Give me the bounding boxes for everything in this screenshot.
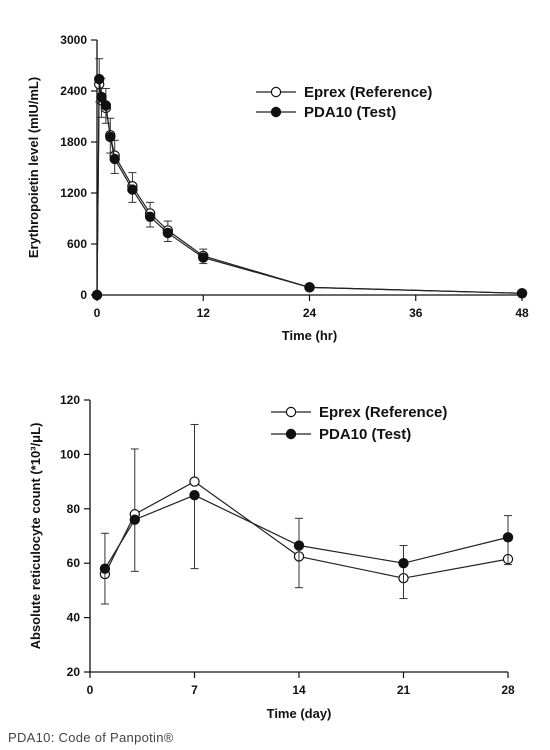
legend-marker [270, 106, 282, 118]
chart-erythropoietin: 0 600 1200 1800 2400 3000 0 12 24 36 48 Time (hr) Er… [26, 33, 529, 343]
y-tick-label: 600 [67, 237, 87, 251]
data-point [91, 289, 103, 301]
data-point [127, 184, 138, 195]
data-point [516, 288, 528, 299]
y-tick-label: 100 [60, 447, 80, 461]
series-pda10 [99, 490, 514, 605]
data-point [144, 211, 156, 222]
data-point [304, 282, 315, 293]
y-tick-label: 120 [60, 393, 80, 407]
y-tick-label: 0 [80, 288, 87, 302]
data-point [198, 252, 209, 263]
y-axis-title: Absolute reticulocyte count (*10³/μL) [28, 423, 43, 650]
y-tick-label: 60 [67, 556, 81, 570]
legend-label: Eprex (Reference) [319, 404, 447, 421]
x-tick-label: 36 [409, 306, 423, 320]
series-eprex [99, 423, 514, 584]
x-tick-label: 48 [515, 306, 529, 320]
data-point [162, 227, 174, 239]
x-tick-label: 0 [94, 306, 101, 320]
legend-marker [285, 406, 297, 418]
chart-reticulocyte: 20 40 60 80 100 120 0 7 14 21 28 Time (day) Absolute… [28, 393, 515, 721]
y-tick-label: 40 [67, 611, 81, 625]
legend-marker [285, 428, 297, 440]
y-tick-label: 1200 [60, 186, 87, 200]
footnote: PDA10: Code of Panpotin® [8, 730, 174, 745]
data-point [100, 100, 112, 111]
x-tick-label: 28 [501, 683, 515, 697]
legend-label: PDA10 (Test) [304, 104, 396, 121]
x-tick-label: 24 [303, 306, 317, 320]
legend-marker [270, 86, 282, 98]
x-tick-label: 21 [397, 683, 411, 697]
x-tick-label: 7 [191, 683, 198, 697]
series-pda10 [91, 73, 528, 301]
x-tick-label: 0 [87, 683, 94, 697]
data-point [502, 532, 514, 543]
data-point [189, 490, 200, 501]
series-line [104, 494, 509, 569]
y-tick-label: 3000 [60, 33, 87, 47]
series-line [104, 480, 509, 579]
data-point [398, 558, 409, 569]
data-point [94, 73, 105, 85]
y-tick-label: 20 [67, 665, 81, 679]
x-axis-title: Time (day) [267, 706, 332, 721]
data-point [129, 514, 140, 525]
data-point [293, 540, 305, 551]
data-point [96, 91, 107, 103]
y-tick-label: 2400 [60, 84, 87, 98]
data-point [99, 563, 111, 574]
y-axis-title: Erythropoietin level (mIU/mL) [26, 77, 41, 258]
data-point [105, 131, 116, 143]
legend: Eprex (Reference) PDA10 (Test) [256, 84, 432, 121]
y-tick-label: 1800 [60, 135, 87, 149]
legend: Eprex (Reference) PDA10 (Test) [271, 404, 447, 443]
legend-label: PDA10 (Test) [319, 426, 411, 443]
y-tick-label: 80 [67, 502, 81, 516]
x-tick-label: 12 [197, 306, 211, 320]
x-tick-label: 14 [292, 683, 306, 697]
data-point [109, 153, 120, 165]
legend-label: Eprex (Reference) [304, 84, 432, 101]
data-point [189, 476, 200, 487]
x-axis-title: Time (hr) [282, 328, 337, 343]
